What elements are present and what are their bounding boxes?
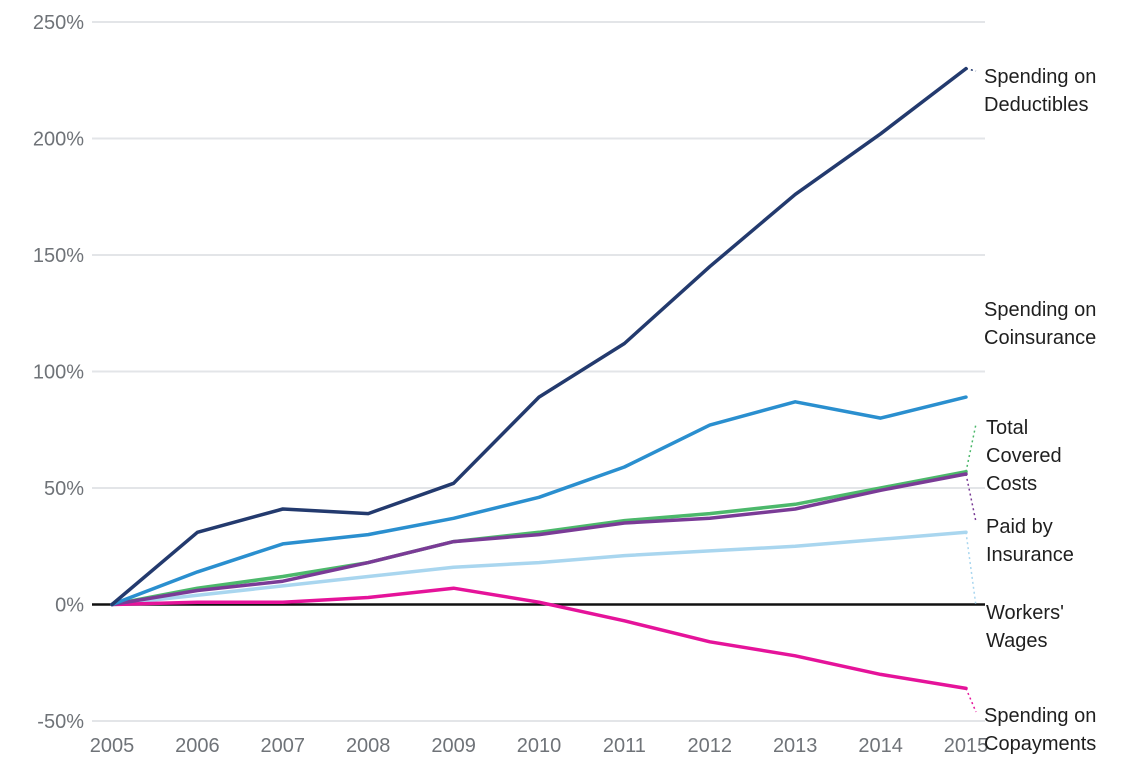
series-label-line: Coinsurance — [984, 327, 1096, 349]
series-label-line: Copayments — [984, 733, 1096, 755]
x-tick-label: 2006 — [175, 735, 220, 757]
x-tick-label: 2010 — [517, 735, 562, 757]
x-tick-label: 2007 — [261, 735, 306, 757]
series-label-deductibles: Spending on Deductibles — [984, 66, 1096, 116]
series-label-line: Deductibles — [984, 94, 1089, 116]
series-label-line: Workers' — [986, 602, 1064, 624]
series-label-line: Spending on — [984, 66, 1096, 88]
series-line-paid-by-insurance — [110, 472, 968, 607]
gridlines — [92, 21, 985, 722]
series-lines — [110, 66, 968, 691]
series-label-line: Paid by — [986, 516, 1053, 538]
label-leader-lines — [965, 67, 977, 713]
x-tick-label: 2012 — [688, 735, 733, 757]
series-label-line: Covered — [986, 445, 1062, 467]
x-tick-label: 2013 — [773, 735, 818, 757]
leader-line-paid-by-insurance — [965, 473, 977, 523]
leader-line-deductibles — [965, 67, 977, 72]
series-line-coinsurance — [110, 395, 968, 607]
series-label-line: Spending on — [984, 705, 1096, 727]
x-axis-tick-labels: 2005 2006 2007 2008 2009 2010 2011 2012 2013 2014… — [90, 735, 989, 757]
y-axis-tick-labels: 250% 200% 150% 100% 50% 0% -50% — [33, 12, 84, 733]
series-label-line: Costs — [986, 473, 1037, 495]
x-tick-label: 2011 — [603, 735, 646, 757]
y-tick-label: 200% — [33, 129, 84, 151]
series-label-line: Insurance — [986, 544, 1074, 566]
x-tick-label: 2008 — [346, 735, 391, 757]
y-tick-label: 250% — [33, 12, 84, 34]
series-label-line: Wages — [986, 630, 1048, 652]
x-tick-label: 2005 — [90, 735, 135, 757]
series-labels: Spending on Deductibles Spending on Coinsur… — [984, 66, 1096, 755]
x-tick-label: 2015 — [944, 735, 989, 757]
series-line-workers-wages — [110, 530, 968, 607]
series-line-copayments — [110, 586, 968, 691]
x-tick-label: 2014 — [858, 735, 903, 757]
y-tick-label: 0% — [55, 595, 84, 617]
series-label-line: Spending on — [984, 299, 1096, 321]
series-label-line: Total — [986, 417, 1028, 439]
series-label-total-covered-costs: Total Covered Costs — [986, 417, 1062, 495]
series-label-copayments: Spending on Copayments — [984, 705, 1096, 755]
series-line-deductibles — [110, 66, 968, 607]
y-tick-label: 150% — [33, 245, 84, 267]
x-tick-label: 2009 — [431, 735, 476, 757]
series-label-coinsurance: Spending on Coinsurance — [984, 299, 1096, 349]
y-tick-label: 50% — [44, 478, 84, 500]
leader-line-copayments — [965, 688, 977, 713]
y-tick-label: -50% — [37, 711, 84, 733]
leader-line-workers-wages — [965, 532, 977, 607]
series-label-paid-by-insurance: Paid by Insurance — [986, 516, 1074, 566]
series-label-workers-wages: Workers' Wages — [986, 602, 1064, 652]
leader-line-total-covered-costs — [965, 423, 977, 472]
y-tick-label: 100% — [33, 362, 84, 384]
series-line-total-covered-costs — [110, 469, 968, 607]
